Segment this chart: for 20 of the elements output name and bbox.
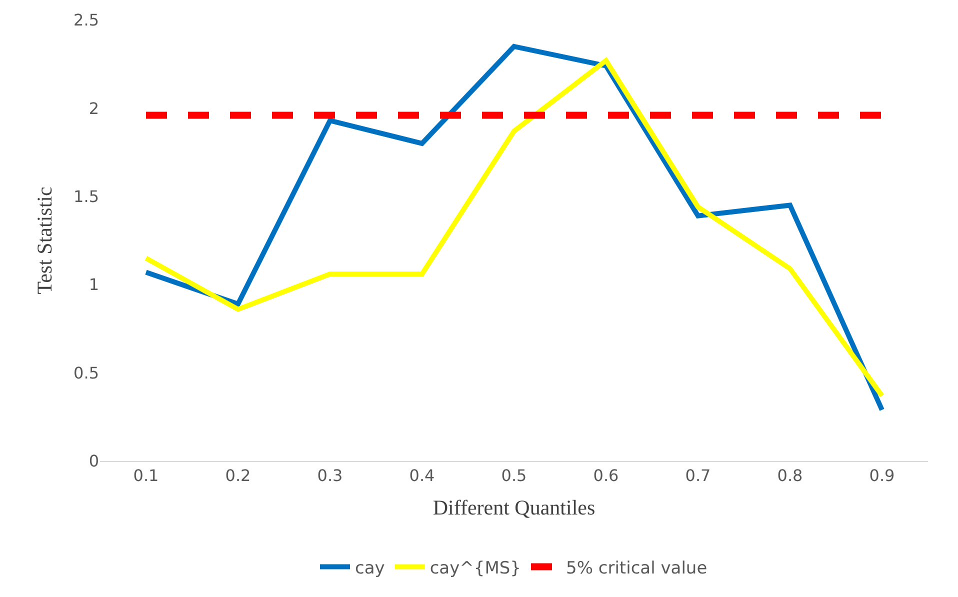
y-tick-label: 2.5 bbox=[74, 10, 99, 30]
x-tick-label: 0.4 bbox=[409, 466, 435, 486]
legend-label: cay^{MS} bbox=[430, 558, 521, 578]
legend-label: cay bbox=[355, 558, 385, 578]
y-tick-label: 2 bbox=[88, 98, 99, 118]
y-tick-label: 0.5 bbox=[74, 363, 99, 382]
x-tick-label: 0.3 bbox=[317, 466, 343, 486]
x-tick-label: 0.7 bbox=[685, 466, 711, 486]
x-axis-title: Different Quantiles bbox=[432, 495, 596, 520]
x-tick-label: 0.8 bbox=[777, 466, 803, 486]
legend-label: 5% critical value bbox=[566, 558, 708, 578]
x-tick-label: 0.9 bbox=[869, 466, 895, 486]
x-tick-label: 0.2 bbox=[225, 466, 251, 486]
x-tick-label: 0.5 bbox=[501, 466, 527, 486]
y-tick-label: 0 bbox=[88, 452, 99, 471]
y-tick-label: 1 bbox=[88, 275, 99, 294]
x-tick-label: 0.6 bbox=[593, 466, 619, 486]
y-axis-title: Test Statistic bbox=[32, 186, 57, 294]
x-tick-label: 0.1 bbox=[133, 466, 159, 486]
y-tick-label: 1.5 bbox=[74, 187, 99, 206]
